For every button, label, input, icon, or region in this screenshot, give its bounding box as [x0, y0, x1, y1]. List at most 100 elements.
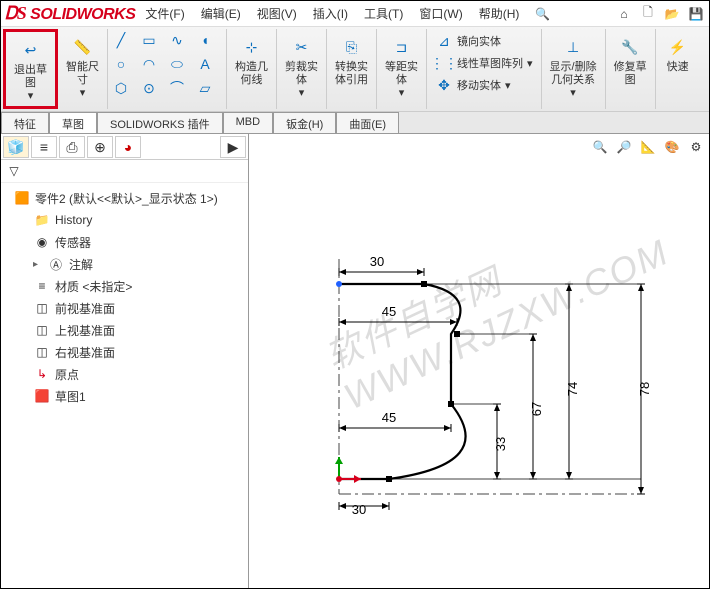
- dropdown-icon: ▾: [570, 87, 576, 100]
- svg-text:67: 67: [529, 402, 544, 416]
- save-icon[interactable]: 💾: [687, 5, 705, 23]
- menu-tools[interactable]: 工具(T): [358, 3, 409, 24]
- tab-sketch[interactable]: 草图: [49, 112, 97, 133]
- dimension-icon: 📏: [69, 33, 97, 61]
- linear-pattern-button[interactable]: ⋮⋮线性草图阵列 ▾: [431, 53, 537, 73]
- tree-front-plane[interactable]: ◫前视基准面: [5, 297, 244, 319]
- folder-icon: 📁: [33, 211, 51, 229]
- tab-sheetmetal[interactable]: 钣金(H): [273, 112, 336, 133]
- command-tabs: 特征 草图 SOLIDWORKS 插件 MBD 钣金(H) 曲面(E): [1, 112, 709, 134]
- feature-tree-tab[interactable]: 🧊: [3, 136, 29, 158]
- tab-features[interactable]: 特征: [1, 112, 49, 133]
- trim-icon: ✂: [288, 33, 316, 61]
- graphics-canvas[interactable]: 🔍 🔎 📐 🎨 ⚙ 软件自学网 WWW.RJZXW.COM 3045453033…: [249, 134, 709, 588]
- menu-insert[interactable]: 插入(I): [307, 3, 354, 24]
- tree-material[interactable]: ≡材质 <未指定>: [5, 275, 244, 297]
- menu-help[interactable]: 帮助(H): [473, 3, 526, 24]
- menu-edit[interactable]: 编辑(E): [195, 3, 247, 24]
- filter-row: ▽: [1, 160, 248, 183]
- plane-icon: ◫: [33, 321, 51, 339]
- fillet-icon[interactable]: ⌒: [168, 79, 186, 97]
- circle-icon[interactable]: ○: [112, 55, 130, 73]
- expander-icon[interactable]: ▸: [33, 259, 43, 270]
- offset-label: 等距实 体: [385, 61, 418, 87]
- sketch-icon: 🟥: [33, 387, 51, 405]
- construct-button[interactable]: ⊹ 构造几 何线: [231, 31, 272, 89]
- open-icon[interactable]: 📂: [663, 5, 681, 23]
- tree-annotations-label: 注解: [69, 256, 93, 273]
- tree-sketch1-label: 草图1: [55, 388, 86, 405]
- svg-text:45: 45: [382, 410, 396, 425]
- appearance-tab[interactable]: ◕: [115, 136, 141, 158]
- tree-sensors[interactable]: ◉传感器: [5, 231, 244, 253]
- sketch-svg: 3045453033677478: [249, 134, 709, 588]
- tab-plugins[interactable]: SOLIDWORKS 插件: [97, 112, 223, 133]
- tree-history[interactable]: 📁 History: [5, 209, 244, 231]
- quick-label: 快速: [667, 61, 689, 74]
- tree-root[interactable]: 🟧零件2 (默认<<默认>_显示状态 1>): [5, 187, 244, 209]
- corner-rect-icon[interactable]: ▭: [140, 31, 158, 49]
- exit-sketch-button[interactable]: ↩ 退出草 图 ▾: [10, 34, 51, 105]
- text-icon[interactable]: A: [196, 55, 214, 73]
- tree-right-label: 右视基准面: [55, 344, 115, 361]
- props-tab[interactable]: ≡: [31, 136, 57, 158]
- svg-text:30: 30: [352, 502, 366, 517]
- expand-right-icon[interactable]: ▶: [220, 136, 246, 158]
- tree-top-plane[interactable]: ◫上视基准面: [5, 319, 244, 341]
- relations-button[interactable]: ⊥ 显示/删除 几何关系 ▾: [546, 31, 601, 102]
- menu-view[interactable]: 视图(V): [251, 3, 303, 24]
- tree-annotations[interactable]: ▸Ⓐ注解: [5, 253, 244, 275]
- construct-label: 构造几 何线: [235, 61, 268, 87]
- menu-window[interactable]: 窗口(W): [413, 3, 468, 24]
- arc-icon[interactable]: ◠: [140, 55, 158, 73]
- trim-button[interactable]: ✂ 剪裁实 体 ▾: [281, 31, 322, 102]
- convert-icon: ⎘: [338, 33, 366, 61]
- smart-dim-button[interactable]: 📏 智能尺 寸 ▾: [62, 31, 103, 102]
- svg-text:45: 45: [382, 304, 396, 319]
- new-icon[interactable]: 🗋: [639, 5, 657, 23]
- app-logo: ᎠS SOLIDWORKS: [5, 3, 135, 24]
- sensor-icon: ◉: [33, 233, 51, 251]
- part-icon: 🟧: [13, 189, 31, 207]
- spline-icon[interactable]: ∿: [168, 31, 186, 49]
- config-tab[interactable]: ⎙: [59, 136, 85, 158]
- tree-history-label: History: [55, 213, 92, 227]
- tab-mbd[interactable]: MBD: [223, 112, 273, 133]
- ribbon: ↩ 退出草 图 ▾ 📏 智能尺 寸 ▾ ╱ ▭ ∿ ◖ ○ ◠ ⬭ A ⬡ ⊙ …: [1, 27, 709, 112]
- smart-dim-label: 智能尺 寸: [66, 61, 99, 87]
- offset-group: ⊐ 等距实 体 ▾: [377, 29, 427, 109]
- repair-icon: 🔧: [616, 33, 644, 61]
- filter-icon[interactable]: ▽: [5, 162, 23, 180]
- slot-icon[interactable]: ◖: [196, 31, 214, 49]
- trim-label: 剪裁实 体: [285, 61, 318, 87]
- mirror-button[interactable]: ⊿镜向实体: [431, 31, 537, 51]
- repair-button[interactable]: 🔧 修复草 图: [610, 31, 651, 89]
- home-icon[interactable]: ⌂: [615, 5, 633, 23]
- offset-button[interactable]: ⊐ 等距实 体 ▾: [381, 31, 422, 102]
- offset-icon: ⊐: [388, 33, 416, 61]
- origin-icon: ↳: [33, 365, 51, 383]
- line-icon[interactable]: ╱: [112, 31, 130, 49]
- tree-origin[interactable]: ↳原点: [5, 363, 244, 385]
- move-icon: ✥: [435, 76, 453, 94]
- tree-origin-label: 原点: [55, 366, 79, 383]
- display-tab[interactable]: ⊕: [87, 136, 113, 158]
- ellipse-icon[interactable]: ⬭: [168, 55, 186, 73]
- feature-tree-panel: 🧊 ≡ ⎙ ⊕ ◕ ▶ ▽ 🟧零件2 (默认<<默认>_显示状态 1>) 📁 Hi…: [1, 134, 249, 588]
- point-icon[interactable]: ⊙: [140, 79, 158, 97]
- svg-text:74: 74: [565, 382, 580, 396]
- svg-text:30: 30: [370, 254, 384, 269]
- tree-sketch1[interactable]: 🟥草图1: [5, 385, 244, 407]
- convert-group: ⎘ 转换实 体引用: [327, 29, 377, 109]
- menu-search[interactable]: 🔍: [529, 5, 556, 23]
- tree-top-label: 上视基准面: [55, 322, 115, 339]
- convert-button[interactable]: ⎘ 转换实 体引用: [331, 31, 372, 89]
- quick-button[interactable]: ⚡ 快速: [660, 31, 696, 76]
- tab-surface[interactable]: 曲面(E): [336, 112, 399, 133]
- tree-right-plane[interactable]: ◫右视基准面: [5, 341, 244, 363]
- dropdown-icon: ▾: [399, 87, 405, 100]
- menu-file[interactable]: 文件(F): [139, 3, 190, 24]
- polygon-icon[interactable]: ⬡: [112, 79, 130, 97]
- plane-icon[interactable]: ▱: [196, 79, 214, 97]
- move-button[interactable]: ✥移动实体 ▾: [431, 75, 537, 95]
